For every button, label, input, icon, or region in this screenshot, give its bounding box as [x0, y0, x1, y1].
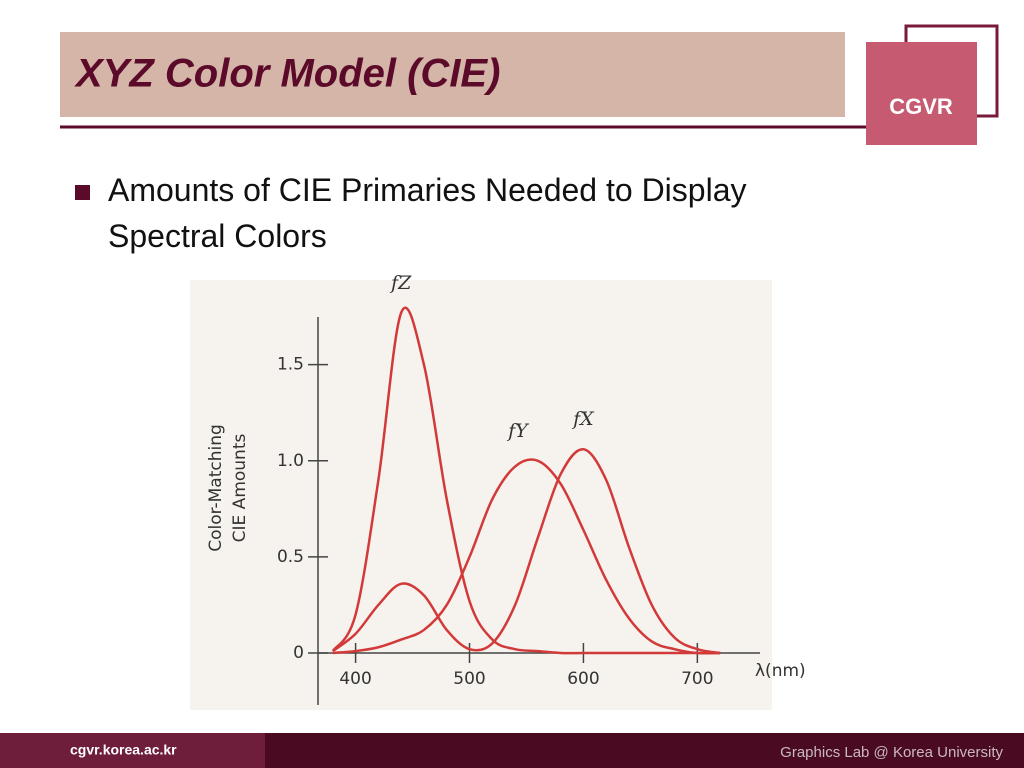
y-tick-label: 0.5 [277, 547, 304, 567]
curve [332, 447, 721, 655]
y-tick-label: 1.0 [277, 451, 304, 471]
y-tick-label: 0 [293, 643, 304, 663]
curve [332, 458, 721, 655]
y-axis-label: Color-Matching [206, 424, 226, 552]
x-axis-label: λ(nm) [755, 661, 806, 681]
logo-box [866, 42, 977, 145]
x-tick-label: 700 [681, 669, 713, 689]
curve-label: fX [571, 408, 595, 430]
curve-label: fY [506, 420, 530, 442]
x-tick-label: 500 [453, 669, 485, 689]
logo-text: CGVR [889, 94, 953, 119]
curve-label: fZ [389, 272, 412, 294]
footer-url: cgvr.korea.ac.kr [70, 742, 177, 758]
title-bar [60, 32, 845, 117]
bullet-marker [75, 185, 90, 200]
footer-credit: Graphics Lab @ Korea University [780, 744, 1003, 761]
x-tick-label: 400 [339, 669, 371, 689]
x-tick-label: 600 [567, 669, 599, 689]
bullet-text: Amounts of CIE Primaries Needed to Displ… [108, 172, 746, 254]
footer-left-box [0, 733, 265, 768]
slide-title: XYZ Color Model (CIE) [74, 52, 500, 96]
curve [331, 306, 721, 655]
chart: 400 500 600 700 0 0.5 1.0 1.5 λ(nm) Color-Matchin… [206, 272, 806, 705]
y-tick-label: 1.5 [277, 355, 304, 375]
y-axis-label: CIE Amounts [230, 434, 250, 543]
